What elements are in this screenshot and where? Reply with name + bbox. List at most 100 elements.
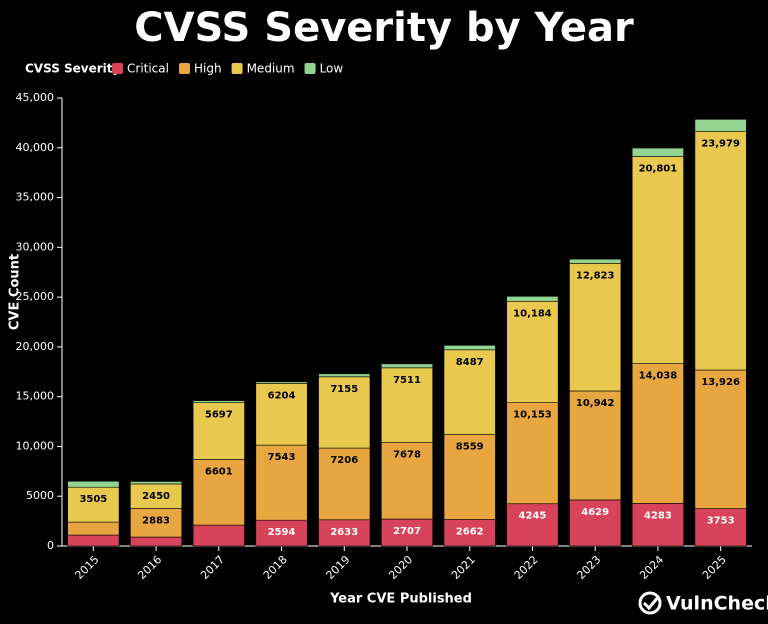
bar-segment [318,447,371,521]
bar-segment [443,349,496,435]
bar-segment [506,402,559,505]
bar-segment [318,373,371,378]
bar-segment [380,363,434,369]
data-label: 14,038 [639,371,678,382]
bar-segment [694,130,747,371]
legend-swatch [304,63,316,74]
bar-segment [569,263,622,392]
bar-segment [506,295,559,302]
data-label: 2594 [268,527,296,538]
data-label: 5697 [205,410,233,421]
data-label: 20,801 [639,164,678,175]
data-label: 2707 [393,526,421,537]
data-label: 7155 [330,384,358,395]
bar-segment [694,508,747,547]
data-label: 7678 [393,450,421,461]
data-label: 2883 [142,515,170,526]
bar-segment [130,536,183,547]
bar-segment [255,381,308,384]
bar-segment [569,258,622,264]
bar-segment [192,524,245,547]
bar-segment [318,519,371,547]
bar-segment [380,367,434,443]
bar-segment [569,499,622,547]
y-tick-label: 0 [47,539,54,552]
data-label: 2633 [330,527,358,538]
x-tick-label: 2018 [261,553,290,582]
y-tick-label: 20,000 [16,340,55,353]
bar-segment [631,147,684,157]
y-tick-label: 45,000 [16,91,55,104]
data-label: 13,926 [701,377,740,388]
data-label: 7543 [268,452,296,463]
bar-segment [130,481,183,485]
bar-segment [506,503,559,547]
data-label: 8559 [456,441,484,452]
x-tick-label: 2020 [386,553,415,582]
data-label: 4629 [581,507,609,518]
y-axis-label: CVE Count [8,254,23,330]
bar-segment [694,119,747,132]
data-label: 2662 [456,526,484,537]
x-tick-label: 2019 [324,553,353,582]
y-tick-label: 30,000 [16,240,55,253]
legend-swatch [231,63,243,74]
y-tick-label: 15,000 [16,390,55,403]
bar-segment [631,156,684,364]
x-axis-label: Year CVE Published [329,592,472,607]
x-tick-label: 2015 [73,553,102,582]
bar-segment [443,345,496,351]
x-tick-label: 2024 [637,553,666,582]
bar-segment [569,390,622,501]
bar-segment [255,519,308,547]
legend-swatch [112,63,123,74]
y-tick-label: 10,000 [16,439,55,452]
data-label: 12,823 [576,270,615,281]
bar-segment [631,503,684,547]
legend-label: Low [320,62,344,76]
data-label: 2450 [142,491,170,502]
bar-segment [443,433,496,520]
data-label: 3753 [707,516,735,527]
data-label: 4245 [519,511,547,522]
bar-segment [631,363,684,504]
x-tick-label: 2017 [198,553,227,582]
data-label: 10,153 [513,410,552,421]
x-tick-label: 2025 [700,553,729,582]
bar-segment [67,486,120,523]
data-label: 7206 [330,455,358,466]
y-tick-label: 25,000 [16,290,55,303]
data-label: 10,184 [513,308,552,319]
y-tick-label: 35,000 [16,191,55,204]
data-label: 6601 [205,466,233,477]
brand-name: VulnCheck [666,593,768,615]
data-label: 3505 [79,494,107,505]
bar-segment [130,483,183,509]
brand-logo: VulnCheck [638,591,768,615]
bar-segment [192,400,245,403]
legend-swatch [178,63,190,74]
y-tick-label: 5000 [26,489,54,502]
bar-segment [506,300,559,403]
bar-segment [694,369,747,509]
data-label: 10,942 [576,398,615,409]
data-label: 7511 [393,375,421,386]
bar-segment [67,521,120,536]
legend-label: Medium [247,62,295,76]
bar-segment [443,519,496,547]
x-tick-label: 2021 [449,553,478,582]
bar-segment [67,480,120,488]
data-label: 4283 [644,510,672,521]
legend-label: High [194,62,222,76]
chart-title: CVSS Severity by Year [134,5,634,51]
x-tick-label: 2022 [512,553,541,582]
bar-segment [67,534,120,547]
bar-segment [130,508,183,538]
bar-segment [318,376,371,449]
bar-segment [380,442,434,520]
y-tick-label: 40,000 [16,141,55,154]
data-label: 6204 [268,390,296,401]
x-tick-label: 2016 [135,553,164,582]
legend-title: CVSS Severity [25,62,121,76]
